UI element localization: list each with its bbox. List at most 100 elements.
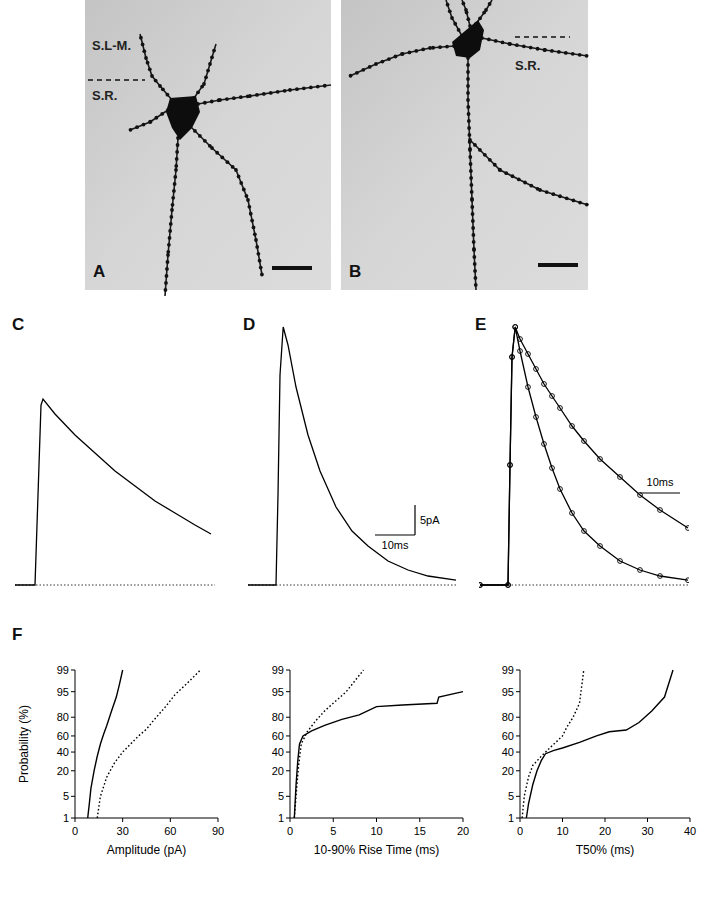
y-tick-label: 95 — [502, 686, 514, 698]
scale-bar — [375, 534, 415, 535]
scale-bar — [272, 266, 312, 270]
micrograph-background — [85, 0, 331, 290]
data-line — [97, 670, 200, 818]
y-tick — [286, 691, 290, 692]
varicosity — [471, 226, 475, 230]
varicosity — [572, 199, 576, 203]
background — [0, 0, 701, 899]
panel-label: F — [12, 625, 22, 644]
dendrite — [482, 38, 588, 56]
varicosity — [469, 183, 473, 187]
varicosity — [148, 120, 152, 124]
varicosity — [585, 203, 589, 207]
varicosity — [473, 276, 477, 280]
layer-boundary — [88, 79, 145, 81]
data-point — [550, 394, 555, 399]
x-tick-label: 0 — [72, 825, 78, 837]
x-tick-label: 0 — [517, 825, 523, 837]
varicosity — [242, 188, 246, 192]
varicosity — [466, 105, 470, 109]
y-tick-label: 80 — [272, 711, 284, 723]
y-tick-label: 60 — [502, 730, 514, 742]
data-point — [618, 475, 623, 480]
varicosity — [203, 139, 207, 143]
varicosity — [501, 41, 505, 45]
data-line — [526, 670, 673, 818]
varicosity — [212, 49, 216, 53]
varicosity — [167, 243, 171, 247]
x-tick-label: 0 — [287, 825, 293, 837]
varicosity — [164, 281, 168, 285]
data-point — [526, 385, 531, 390]
scale-bar-label: 5pA — [420, 514, 440, 526]
data-point — [534, 415, 539, 420]
x-tick-label: 10 — [556, 825, 568, 837]
y-axis — [290, 670, 291, 818]
data-line — [15, 399, 211, 585]
varicosity — [470, 198, 474, 202]
dendrite — [198, 85, 331, 104]
y-tick-label: 95 — [57, 686, 69, 698]
varicosity — [515, 43, 519, 47]
data-point — [508, 463, 513, 468]
y-tick — [516, 691, 520, 692]
varicosity — [380, 60, 384, 64]
y-tick — [286, 717, 290, 718]
data-point — [582, 439, 587, 444]
x-tick-label: 15 — [414, 825, 426, 837]
y-tick-label: 20 — [502, 765, 514, 777]
varicosity — [467, 112, 471, 116]
x-tick-label: 40 — [684, 825, 696, 837]
data-point — [558, 406, 563, 411]
varicosity — [225, 97, 229, 101]
varicosity — [578, 201, 582, 205]
dendrite — [462, 0, 470, 26]
y-tick — [286, 670, 290, 671]
data-line — [522, 670, 584, 818]
varicosity — [160, 112, 164, 116]
varicosity — [564, 51, 568, 55]
varicosity — [204, 75, 208, 79]
varicosity — [446, 3, 450, 7]
x-tick — [605, 818, 606, 822]
varicosity — [174, 168, 178, 172]
y-tick — [516, 752, 520, 753]
varicosity — [550, 49, 554, 53]
y-axis — [520, 670, 521, 818]
varicosity — [466, 63, 470, 67]
varicosity — [414, 49, 418, 53]
dendrite — [476, 0, 492, 24]
varicosity — [302, 86, 306, 90]
varicosity — [255, 245, 259, 249]
plot-area — [248, 327, 456, 585]
varicosity — [471, 212, 475, 216]
varicosity — [166, 93, 170, 97]
varicosity — [473, 143, 477, 147]
y-tick — [71, 670, 75, 671]
y-tick-label: 5 — [278, 790, 284, 802]
data-point — [686, 578, 689, 583]
varicosity — [173, 175, 177, 179]
y-tick — [286, 735, 290, 736]
data-point — [598, 544, 603, 549]
varicosity — [478, 148, 482, 152]
varicosity — [254, 238, 258, 242]
y-tick-label: 20 — [272, 765, 284, 777]
varicosity — [168, 236, 172, 240]
x-tick — [218, 818, 219, 822]
chart: 15204060809599010203040T50% (ms) — [502, 664, 696, 857]
varicosity — [472, 255, 476, 259]
varicosity — [466, 70, 470, 74]
varicosity — [210, 146, 214, 150]
data-point — [518, 337, 523, 342]
varicosity — [226, 160, 230, 164]
varicosity — [448, 9, 452, 13]
varicosity — [472, 248, 476, 252]
varicosity — [253, 232, 257, 236]
y-tick-label: 40 — [502, 746, 514, 758]
varicosity — [473, 262, 477, 266]
varicosity — [215, 151, 219, 155]
varicosity — [538, 188, 542, 192]
data-point — [526, 352, 531, 357]
varicosity — [276, 90, 280, 94]
